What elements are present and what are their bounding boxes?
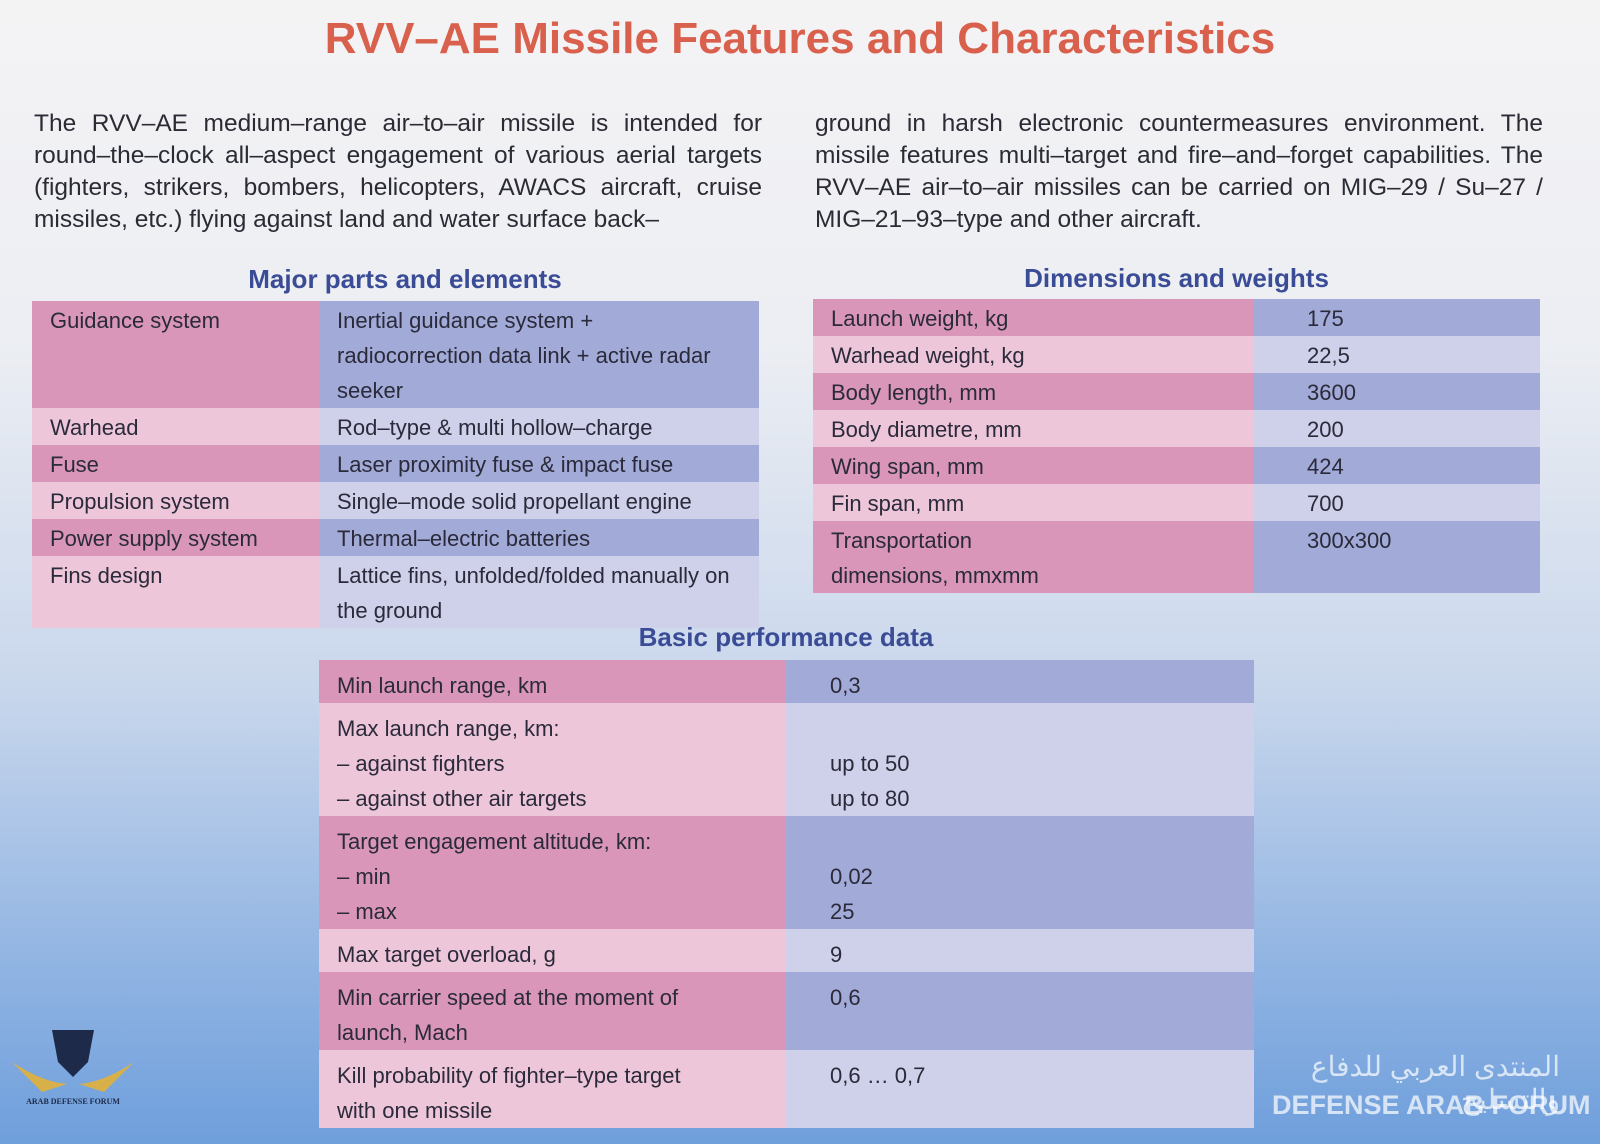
label: Max launch range, km: bbox=[337, 716, 560, 741]
label-cell: Min launch range, km bbox=[319, 660, 786, 703]
value-cell: Laser proximity fuse & impact fuse bbox=[319, 445, 759, 482]
logo-text: ARAB DEFENSE FORUM bbox=[26, 1097, 120, 1106]
value: 0,6 bbox=[830, 985, 861, 1010]
label-cell: Wing span, mm bbox=[813, 447, 1253, 484]
parts-heading: Major parts and elements bbox=[248, 264, 562, 294]
table-row: Fins design Lattice fins, unfolded/folded… bbox=[32, 556, 759, 628]
label-cell: Propulsion system bbox=[32, 482, 319, 519]
value-cell: Thermal–electric batteries bbox=[319, 519, 759, 556]
table-row: Body diametre, mm 200 bbox=[813, 410, 1540, 447]
label-cell: Fuse bbox=[32, 445, 319, 482]
value-cell: 175 bbox=[1253, 299, 1540, 336]
value-cell: Single–mode solid propellant engine bbox=[319, 482, 759, 519]
sub-label: – against other air targets bbox=[337, 786, 587, 811]
value-cell: 0,6 bbox=[786, 972, 1254, 1050]
label-cell: Warhead weight, kg bbox=[813, 336, 1253, 373]
sub-value: 25 bbox=[830, 899, 855, 924]
table-row: Kill probability of fighter–type target … bbox=[319, 1050, 1254, 1128]
logo-icon bbox=[12, 1030, 134, 1092]
value: 9 bbox=[830, 942, 843, 967]
table-row: Propulsion system Single–mode solid prope… bbox=[32, 482, 759, 519]
sub-label: – against fighters bbox=[337, 751, 505, 776]
watermark-arabic: المنتدى العربي للدفاع والتسليح bbox=[1310, 1051, 1560, 1115]
watermark-english: DEFENSE ARAB FORUM bbox=[1272, 1090, 1591, 1120]
value-cell: 300x300 bbox=[1253, 521, 1540, 593]
sub-value: 0,02 bbox=[830, 864, 873, 889]
value-cell: 3600 bbox=[1253, 373, 1540, 410]
value-cell: 700 bbox=[1253, 484, 1540, 521]
performance-table: Min launch range, km 0,3 Max launch range,… bbox=[319, 660, 1254, 1128]
label: Min launch range, km bbox=[337, 673, 548, 698]
table-row: Warhead Rod–type & multi hollow–charge bbox=[32, 408, 759, 445]
value-cell: 0,02 25 bbox=[786, 816, 1254, 929]
table-row: Max target overload, g 9 bbox=[319, 929, 1254, 972]
table-row: Fin span, mm 700 bbox=[813, 484, 1540, 521]
value-cell: 22,5 bbox=[1253, 336, 1540, 373]
value-cell: Rod–type & multi hollow–charge bbox=[319, 408, 759, 445]
label-cell: Target engagement altitude, km: – min – ma… bbox=[319, 816, 786, 929]
value-cell: Inertial guidance system + radiocorrecti… bbox=[319, 301, 759, 408]
table-row: Min carrier speed at the moment of launc… bbox=[319, 972, 1254, 1050]
title: RVV–AE Missile Features and Characterist… bbox=[324, 14, 1276, 63]
label-cell: Max launch range, km: – against fighters –… bbox=[319, 703, 786, 816]
value-cell: up to 50 up to 80 bbox=[786, 703, 1254, 816]
label-cell: Guidance system bbox=[32, 301, 319, 408]
parts-table: Guidance system Inertial guidance system … bbox=[32, 301, 759, 628]
label-cell: Fins design bbox=[32, 556, 319, 628]
spacer bbox=[830, 824, 1236, 859]
spacer bbox=[830, 711, 1236, 746]
label-cell: Body length, mm bbox=[813, 373, 1253, 410]
label-cell: Power supply system bbox=[32, 519, 319, 556]
table-row: Launch weight, kg 175 bbox=[813, 299, 1540, 336]
label-cell: Fin span, mm bbox=[813, 484, 1253, 521]
dimensions-table: Launch weight, kg 175 Warhead weight, kg 22… bbox=[813, 299, 1540, 593]
label-cell: Kill probability of fighter–type target … bbox=[319, 1050, 786, 1128]
table-row: Fuse Laser proximity fuse & impact fuse bbox=[32, 445, 759, 482]
value-cell: 0,3 bbox=[786, 660, 1254, 703]
value-cell: 200 bbox=[1253, 410, 1540, 447]
label: Target engagement altitude, km: bbox=[337, 829, 652, 854]
value-cell: 0,6 … 0,7 bbox=[786, 1050, 1254, 1128]
sub-label: – min bbox=[337, 864, 391, 889]
label-cell: Warhead bbox=[32, 408, 319, 445]
dimensions-heading: Dimensions and weights bbox=[1024, 263, 1329, 293]
label: Kill probability of fighter–type target … bbox=[337, 1063, 681, 1123]
logo: ARAB DEFENSE FORUM bbox=[12, 1022, 134, 1106]
label: Min carrier speed at the moment of launc… bbox=[337, 985, 679, 1045]
sub-value: up to 50 bbox=[830, 751, 910, 776]
value-cell: Lattice fins, unfolded/folded manually o… bbox=[319, 556, 759, 628]
label: Max target overload, g bbox=[337, 942, 556, 967]
value: 0,3 bbox=[830, 673, 861, 698]
label-cell: Body diametre, mm bbox=[813, 410, 1253, 447]
value-cell: 9 bbox=[786, 929, 1254, 972]
table-row: Warhead weight, kg 22,5 bbox=[813, 336, 1540, 373]
table-row: Max launch range, km: – against fighters –… bbox=[319, 703, 1254, 816]
table-row: Min launch range, km 0,3 bbox=[319, 660, 1254, 703]
table-row: Wing span, mm 424 bbox=[813, 447, 1540, 484]
label-cell: Launch weight, kg bbox=[813, 299, 1253, 336]
label-cell: Max target overload, g bbox=[319, 929, 786, 972]
table-row: Power supply system Thermal–electric batt… bbox=[32, 519, 759, 556]
table-row: Body length, mm 3600 bbox=[813, 373, 1540, 410]
sub-value: up to 80 bbox=[830, 786, 910, 811]
value-cell: 424 bbox=[1253, 447, 1540, 484]
table-row: Guidance system Inertial guidance system … bbox=[32, 301, 759, 408]
table-row: Target engagement altitude, km: – min – ma… bbox=[319, 816, 1254, 929]
value: 0,6 … 0,7 bbox=[830, 1063, 926, 1088]
label-cell: Min carrier speed at the moment of launc… bbox=[319, 972, 786, 1050]
intro-left: The RVV–AE medium–range air–to–air missi… bbox=[34, 110, 762, 233]
label-cell: Transportation dimensions, mmxmm bbox=[813, 521, 1253, 593]
sub-label: – max bbox=[337, 899, 397, 924]
table-row: Transportation dimensions, mmxmm 300x300 bbox=[813, 521, 1540, 593]
intro-right: ground in harsh electronic countermeasur… bbox=[815, 110, 1543, 233]
performance-heading: Basic performance data bbox=[638, 622, 934, 652]
